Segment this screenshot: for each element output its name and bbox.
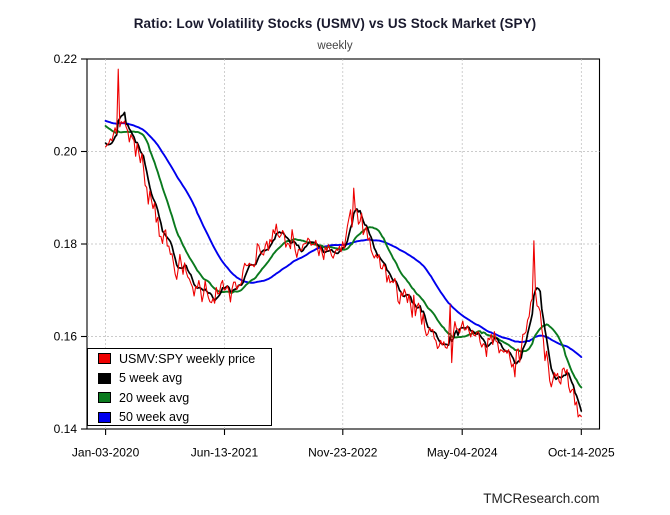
svg-text:Oct-14-2025: Oct-14-2025 [548, 446, 615, 460]
svg-text:0.18: 0.18 [54, 237, 78, 251]
svg-text:Nov-23-2022: Nov-23-2022 [308, 446, 378, 460]
svg-text:Jun-13-2021: Jun-13-2021 [191, 446, 259, 460]
svg-text:0.14: 0.14 [54, 422, 78, 436]
svg-text:Jan-03-2020: Jan-03-2020 [72, 446, 140, 460]
svg-text:May-04-2024: May-04-2024 [427, 446, 498, 460]
svg-text:0.16: 0.16 [54, 330, 78, 344]
svg-text:0.20: 0.20 [54, 145, 78, 159]
svg-text:0.22: 0.22 [54, 52, 78, 66]
